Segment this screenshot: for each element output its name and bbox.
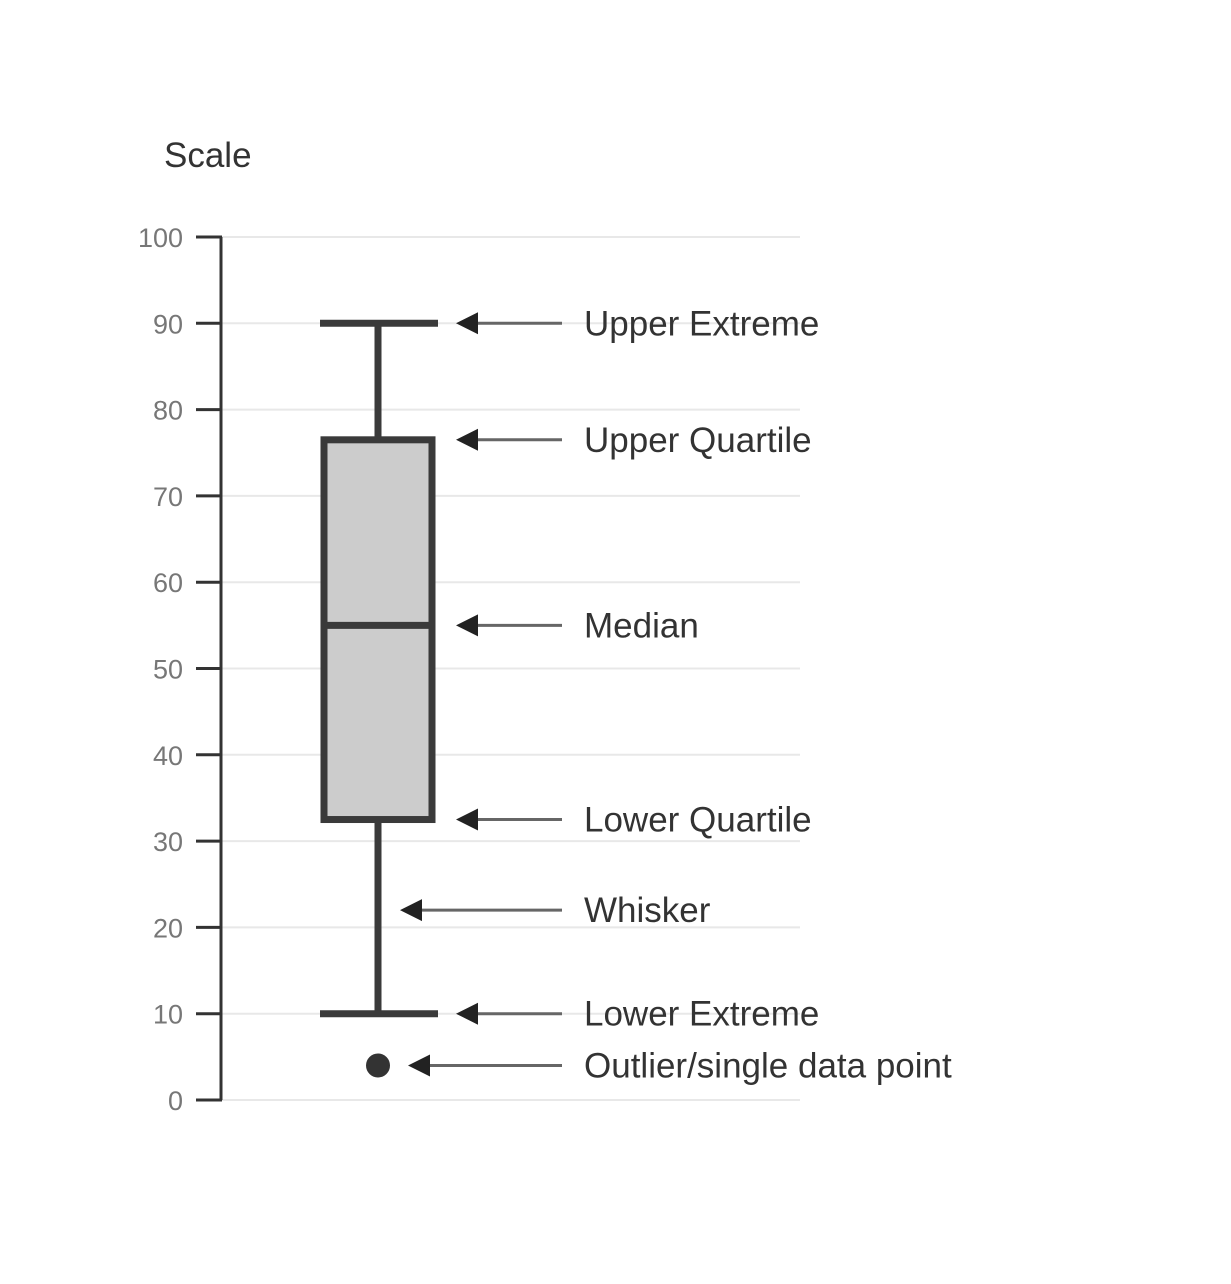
annotation-label: Median [584,606,699,645]
annotation-arrowhead [456,428,478,451]
y-tick-label-90: 90 [153,309,183,339]
y-tick-label-10: 10 [153,1000,183,1030]
y-tick-label-30: 30 [153,827,183,857]
box-plot [320,319,438,1078]
annotation-5: Lower Extreme [456,995,819,1034]
annotation-label: Whisker [584,891,711,930]
annotation-3: Lower Quartile [456,801,812,840]
annotation-0: Upper Extreme [456,304,819,343]
y-tick-label-100: 100 [138,223,183,253]
interquartile-box [320,436,436,824]
annotation-label: Lower Quartile [584,801,812,840]
annotation-arrowhead [456,312,478,335]
annotation-arrowhead [408,1054,430,1077]
y-tick-label-0: 0 [168,1086,183,1116]
annotations: Upper Extreme Upper Quartile Median Lower Q… [400,304,952,1085]
annotation-arrowhead [456,614,478,637]
annotation-4: Whisker [400,891,711,930]
gridlines [222,236,800,1101]
y-tick-label-60: 60 [153,568,183,598]
y-tick-label-80: 80 [153,396,183,426]
annotation-label: Upper Quartile [584,421,812,460]
annotation-6: Outlier/single data point [408,1046,952,1085]
annotation-1: Upper Quartile [456,421,812,460]
annotation-label: Outlier/single data point [584,1046,952,1085]
outlier-point [366,1053,390,1078]
annotation-2: Median [456,606,699,645]
y-tick-label-70: 70 [153,482,183,512]
y-axis-label: Scale [164,136,252,175]
annotation-label: Upper Extreme [584,304,819,343]
y-tick-label-40: 40 [153,741,183,771]
annotation-label: Lower Extreme [584,995,819,1034]
y-tick-label-20: 20 [153,913,183,943]
annotation-arrowhead [456,1002,478,1025]
annotation-arrowhead [456,808,478,831]
annotation-arrowhead [400,899,422,922]
y-tick-label-50: 50 [153,655,183,685]
y-axis: 0 10 20 30 40 50 60 70 80 90 100 [138,223,223,1116]
